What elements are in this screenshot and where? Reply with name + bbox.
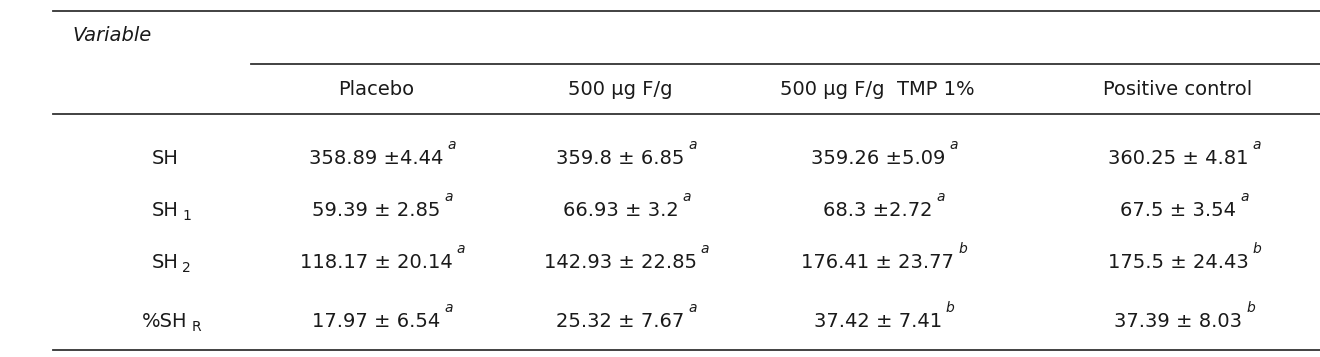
Text: R: R — [191, 320, 202, 334]
Text: a: a — [1253, 138, 1261, 152]
Text: b: b — [1246, 301, 1255, 315]
Text: b: b — [1253, 242, 1261, 256]
Text: 176.41 ± 23.77: 176.41 ± 23.77 — [801, 253, 954, 272]
Text: 500 μg F/g: 500 μg F/g — [568, 80, 673, 99]
Text: 37.39 ± 8.03: 37.39 ± 8.03 — [1114, 312, 1242, 331]
Text: SH: SH — [152, 201, 178, 220]
Text: 1: 1 — [182, 209, 191, 223]
Text: b: b — [946, 301, 954, 315]
Text: a: a — [1239, 190, 1249, 204]
Text: a: a — [689, 138, 697, 152]
Text: 359.26 ±5.09: 359.26 ±5.09 — [810, 149, 945, 169]
Text: %SH: %SH — [143, 312, 187, 331]
Text: 66.93 ± 3.2: 66.93 ± 3.2 — [562, 201, 678, 220]
Text: 17.97 ± 6.54: 17.97 ± 6.54 — [312, 312, 441, 331]
Text: 175.5 ± 24.43: 175.5 ± 24.43 — [1107, 253, 1249, 272]
Text: a: a — [447, 138, 455, 152]
Text: 37.42 ± 7.41: 37.42 ± 7.41 — [813, 312, 942, 331]
Text: a: a — [682, 190, 690, 204]
Text: 500 μg F/g  TMP 1%: 500 μg F/g TMP 1% — [780, 80, 975, 99]
Text: a: a — [949, 138, 957, 152]
Text: SH: SH — [152, 253, 178, 272]
Text: 68.3 ±2.72: 68.3 ±2.72 — [824, 201, 932, 220]
Text: 2: 2 — [182, 261, 191, 275]
Text: 67.5 ± 3.54: 67.5 ± 3.54 — [1121, 201, 1236, 220]
Text: Positive control: Positive control — [1104, 80, 1253, 99]
Text: 359.8 ± 6.85: 359.8 ± 6.85 — [556, 149, 685, 169]
Text: 358.89 ±4.44: 358.89 ±4.44 — [309, 149, 444, 169]
Text: a: a — [701, 242, 709, 256]
Text: a: a — [457, 242, 465, 256]
Text: 118.17 ± 20.14: 118.17 ± 20.14 — [300, 253, 453, 272]
Text: a: a — [445, 190, 453, 204]
Text: Placebo: Placebo — [338, 80, 414, 99]
Text: Variable: Variable — [73, 26, 152, 45]
Text: 360.25 ± 4.81: 360.25 ± 4.81 — [1107, 149, 1249, 169]
Text: b: b — [958, 242, 968, 256]
Text: a: a — [689, 301, 697, 315]
Text: SH: SH — [152, 149, 178, 169]
Text: 25.32 ± 7.67: 25.32 ± 7.67 — [556, 312, 685, 331]
Text: a: a — [445, 301, 453, 315]
Text: a: a — [936, 190, 945, 204]
Text: 59.39 ± 2.85: 59.39 ± 2.85 — [312, 201, 441, 220]
Text: 142.93 ± 22.85: 142.93 ± 22.85 — [544, 253, 697, 272]
